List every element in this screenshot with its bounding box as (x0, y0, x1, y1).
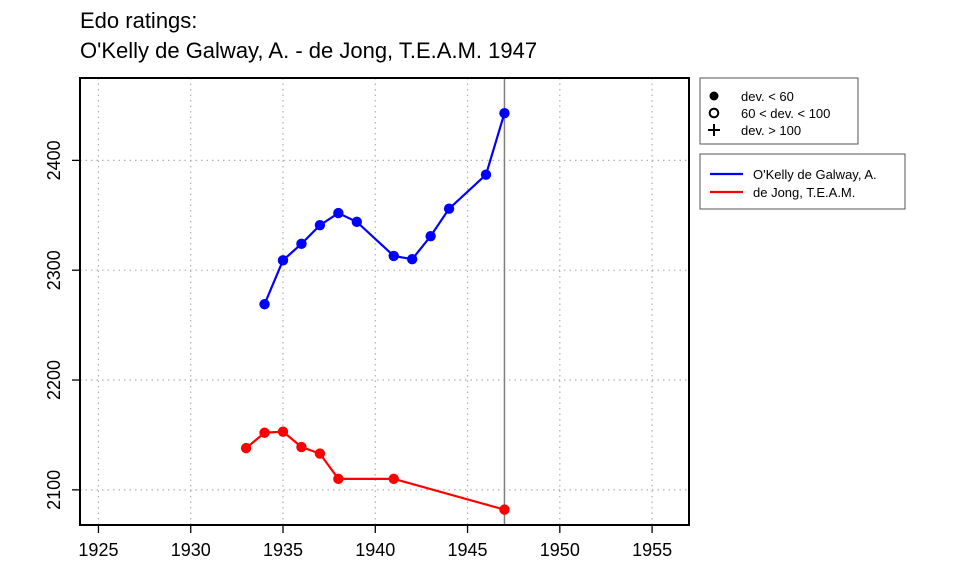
x-tick-label: 1940 (355, 540, 395, 560)
series-legend: O'Kelly de Galway, A. de Jong, T.E.A.M. (699, 153, 906, 210)
data-point (499, 107, 510, 119)
marker-legend-label: 60 < dev. < 100 (741, 106, 830, 121)
data-point (240, 442, 252, 454)
series-layer (240, 107, 510, 515)
grid-lines (80, 78, 689, 525)
marker-legend-box (699, 77, 859, 145)
data-point (314, 448, 326, 459)
series-legend-label: de Jong, T.E.A.M. (753, 185, 855, 200)
chart-subtitle: O'Kelly de Galway, A. - de Jong, T.E.A.M… (80, 38, 538, 63)
data-point (259, 427, 270, 438)
plot-frame (79, 77, 690, 526)
data-point (351, 216, 363, 228)
marker-legend-label: dev. > 100 (741, 123, 801, 138)
data-point (277, 426, 289, 437)
data-point (277, 255, 289, 266)
data-point (406, 254, 418, 265)
data-point (388, 473, 399, 485)
data-point (296, 441, 307, 453)
y-tick-label: 2300 (44, 250, 64, 290)
x-tick-label: 1945 (448, 540, 488, 560)
data-point (443, 203, 455, 214)
x-tick-label: 1925 (78, 540, 118, 560)
data-point (259, 299, 270, 310)
series-legend-box (699, 153, 906, 210)
x-tick-label: 1950 (540, 540, 580, 560)
series-line-0 (263, 112, 506, 305)
x-axis: 1925 1930 1935 1940 1945 1950 1955 (78, 525, 672, 560)
chart-title: Edo ratings: (80, 8, 198, 33)
data-point (388, 250, 399, 262)
y-tick-label: 2100 (44, 470, 64, 510)
series-legend-label: O'Kelly de Galway, A. (753, 167, 877, 182)
x-tick-label: 1930 (171, 540, 211, 560)
data-point (425, 230, 436, 242)
data-point (296, 238, 307, 250)
filled-circle-icon (709, 91, 719, 101)
marker-legend-label: dev. < 60 (741, 89, 794, 104)
data-point (333, 207, 344, 219)
y-tick-label: 2200 (44, 360, 64, 400)
x-tick-label: 1935 (263, 540, 303, 560)
marker-legend: dev. < 60 60 < dev. < 100 dev. > 100 (699, 77, 859, 145)
data-point (480, 169, 492, 180)
y-tick-label: 2400 (44, 140, 64, 180)
data-point (333, 473, 344, 485)
y-axis: 2100 2200 2300 2400 (44, 140, 80, 510)
data-point (499, 504, 510, 515)
data-point (314, 219, 326, 231)
series-line-1 (245, 430, 505, 511)
x-tick-label: 1955 (632, 540, 672, 560)
open-circle-icon (708, 107, 720, 119)
